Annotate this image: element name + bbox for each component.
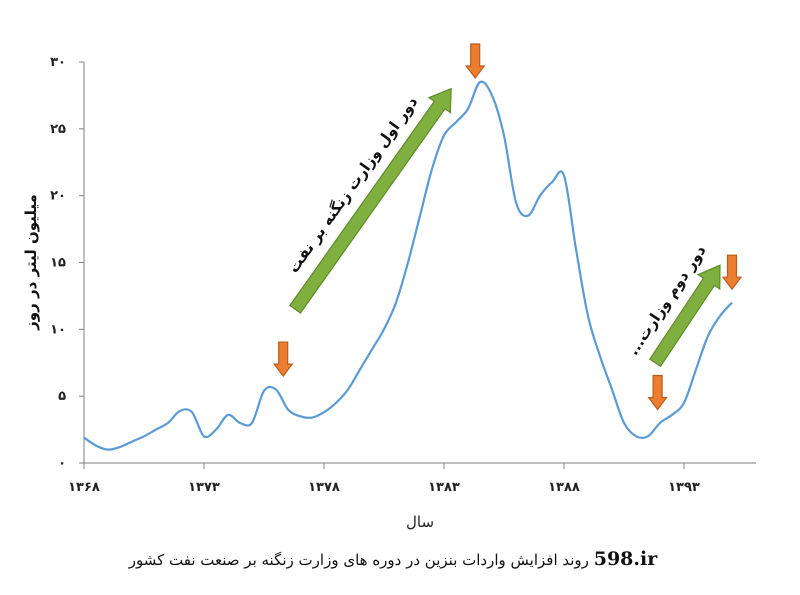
y-tick-labels: ۰ ۵ ۱۰ ۱۵ ۲۰ ۲۵ ۳۰	[50, 55, 66, 471]
caption: روند افزایش واردات بنزین در دوره های وزا…	[0, 548, 800, 578]
series-group	[83, 80, 733, 451]
x-tick-labels: ۱۳۶۸ ۱۳۷۳ ۱۳۷۸ ۱۳۸۳ ۱۳۸۸ ۱۳۹۳	[68, 480, 700, 495]
trend-arrow	[648, 264, 721, 368]
x-tick-label: ۱۳۸۳	[428, 480, 460, 495]
site-brand: 598.ir	[593, 548, 658, 570]
trend-arrow	[289, 87, 452, 314]
y-tick-label: ۲۰	[50, 189, 66, 204]
down-marker-arrow	[647, 374, 668, 411]
y-tick-label: ۰	[58, 456, 66, 471]
x-axis-title: سال	[406, 513, 434, 531]
x-tick-label: ۱۳۷۳	[188, 480, 220, 495]
y-tick-label: ۳۰	[50, 55, 66, 70]
y-tick-label: ۲۵	[50, 122, 66, 137]
series-line	[83, 80, 733, 451]
x-tick-label: ۱۳۹۳	[668, 480, 700, 495]
annotation-label: دور اول وزارت زنگنه بر نفت	[284, 93, 421, 276]
down-marker-arrow	[465, 43, 486, 79]
x-tick-label: ۱۳۷۸	[308, 480, 340, 495]
y-tick-label: ۱۰	[50, 322, 66, 337]
y-axis-title: میلیون لیتر در روز	[22, 194, 40, 331]
y-tick-label: ۵	[58, 389, 66, 404]
axes	[79, 61, 756, 469]
caption-text: روند افزایش واردات بنزین در دوره های وزا…	[128, 551, 589, 569]
down-marker-arrow	[721, 254, 743, 291]
y-tick-label: ۱۵	[50, 256, 66, 271]
down-marker-arrow	[273, 341, 294, 378]
x-tick-label: ۱۳۶۸	[68, 480, 100, 495]
x-tick-label: ۱۳۸۸	[548, 480, 580, 495]
